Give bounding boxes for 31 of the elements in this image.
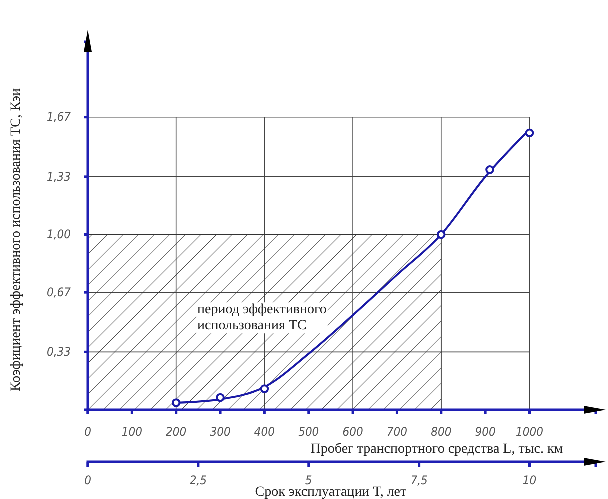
y-axis-title: Коэфициент эффективного использования ТС, Кэи [9, 88, 24, 392]
point [525, 128, 534, 138]
y-tick-label: 0,67 [46, 285, 72, 300]
x2-tick-label: 5 [305, 473, 312, 488]
y-tick-label: 1,00 [46, 228, 72, 242]
x-tick-label: 400 [254, 425, 276, 440]
x2-tick-label: 7,5 [410, 473, 428, 488]
y-tick-label: 1,33 [46, 170, 72, 184]
point [486, 166, 494, 174]
x-tick-label: 500 [298, 425, 320, 440]
y-tick-label: 1,67 [46, 110, 72, 124]
x-tick-label: 800 [431, 425, 452, 440]
x-tick-label: 700 [386, 425, 408, 440]
x-axis-title: Пробег транспортного средства L, тыс. км [310, 442, 564, 457]
x2-axis-title: Срок эксплуатации Т, лет [255, 485, 407, 499]
x2-tick-label: 10 [522, 473, 537, 488]
x2-tick-label: 0 [84, 473, 92, 488]
point [172, 398, 181, 408]
point [437, 230, 446, 240]
x-tick-label: 100 [122, 425, 143, 440]
point [216, 393, 225, 402]
x-tick-label: 1000 [516, 425, 544, 440]
x2-tick-label: 2,5 [190, 473, 208, 488]
x-tick-label: 300 [210, 425, 231, 440]
x-tick-label: 200 [166, 425, 187, 440]
point [260, 384, 270, 394]
x-tick-label: 900 [475, 425, 496, 440]
band-label: период эффективного использования ТС [198, 302, 327, 334]
y-tick-label: 0,33 [46, 345, 72, 360]
x-tick-label: 0 [84, 425, 92, 440]
x-tick-label: 600 [342, 425, 364, 440]
